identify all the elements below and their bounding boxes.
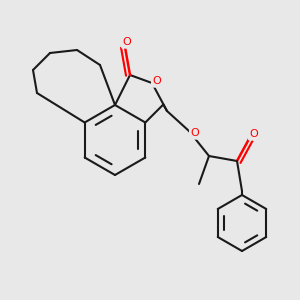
Text: O: O (123, 37, 131, 47)
Text: O: O (250, 129, 258, 139)
Text: O: O (190, 128, 200, 138)
Text: O: O (153, 76, 161, 86)
